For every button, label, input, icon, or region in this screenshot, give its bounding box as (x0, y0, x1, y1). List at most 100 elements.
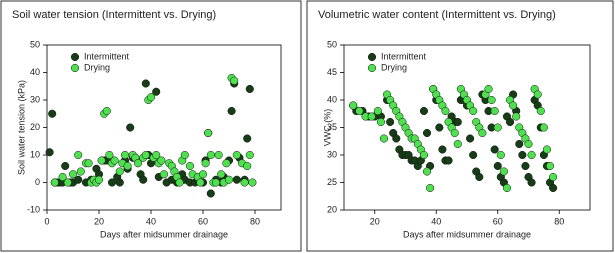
data-point (97, 156, 106, 165)
data-point (490, 106, 499, 116)
data-point (521, 161, 530, 171)
data-point (50, 178, 59, 187)
x-axis-label: Days after midsummer drainage (403, 229, 531, 239)
data-point (466, 134, 475, 143)
y-axis-label: VWC (%) (322, 109, 332, 147)
data-point (115, 178, 124, 187)
data-point (126, 123, 135, 132)
data-point (94, 175, 104, 184)
data-point (422, 167, 432, 176)
data-point (157, 156, 166, 165)
legend-marker (367, 52, 377, 62)
data-point (527, 150, 536, 160)
data-point (367, 112, 376, 121)
data-point (74, 175, 83, 184)
data-point (487, 95, 496, 105)
y-tick-label: 0 (35, 177, 40, 187)
data-point (240, 178, 249, 187)
data-point (146, 93, 156, 102)
legend-marker (70, 63, 80, 73)
data-point (214, 150, 223, 160)
data-point (201, 159, 210, 168)
data-point (48, 109, 57, 118)
legend-marker (367, 63, 377, 73)
panel-frame (0, 0, 302, 252)
data-point (102, 106, 111, 116)
y-tick-label: 50 (327, 39, 337, 49)
x-tick-label: 40 (431, 216, 441, 226)
data-point (198, 170, 208, 179)
data-point (502, 183, 512, 193)
chart-title: Volumetric water content (Intermittent v… (318, 9, 556, 21)
data-point (549, 172, 558, 182)
data-point (386, 117, 395, 127)
data-point (509, 101, 518, 110)
data-point (392, 134, 401, 143)
data-point (76, 167, 85, 176)
data-point (438, 145, 447, 154)
legend-label: Intermittent (84, 51, 130, 61)
data-point (524, 139, 533, 149)
data-point (84, 159, 93, 168)
data-point (243, 134, 252, 143)
data-point (232, 175, 241, 184)
data-point (196, 178, 205, 187)
data-point (180, 150, 189, 160)
data-point (115, 167, 124, 176)
data-point (490, 145, 499, 154)
data-point (373, 106, 382, 116)
data-point (211, 178, 221, 187)
legend-marker (70, 52, 80, 62)
x-tick-label: 20 (370, 216, 380, 226)
y-tick-label: 25 (327, 177, 337, 187)
data-point (533, 90, 542, 99)
data-point (515, 139, 524, 149)
data-point (248, 178, 257, 187)
chart-title: Soil water tension (Intermittent vs. Dry… (12, 9, 216, 21)
data-point (227, 106, 236, 116)
data-point (349, 101, 358, 110)
y-tick-label: 30 (30, 94, 40, 104)
y-tick-label: 45 (327, 67, 337, 77)
data-point (419, 150, 429, 160)
data-point (527, 178, 536, 187)
data-point (545, 161, 555, 171)
data-point (224, 175, 234, 184)
data-point (110, 156, 119, 165)
data-point (549, 183, 558, 193)
x-tick-label: 0 (44, 216, 49, 226)
data-point (133, 159, 143, 168)
data-point (139, 175, 148, 184)
y-tick-label: 35 (327, 122, 337, 132)
data-point (499, 167, 508, 176)
y-tick-label: 20 (30, 122, 40, 132)
data-point (243, 161, 252, 171)
data-point (74, 150, 83, 160)
data-point (496, 150, 505, 160)
y-tick-label: 40 (30, 67, 40, 77)
data-point (441, 106, 450, 116)
data-point (506, 117, 515, 127)
data-point (152, 150, 161, 160)
legend-label: Drying (84, 62, 110, 72)
data-point (475, 172, 484, 182)
y-axis-label: Soil water tension (kPa) (16, 80, 26, 175)
data-point (185, 161, 195, 171)
x-tick-label: 60 (493, 216, 503, 226)
x-tick-label: 40 (146, 216, 156, 226)
data-point (484, 84, 493, 94)
data-point (45, 148, 54, 157)
data-point (419, 106, 429, 116)
legend-label: Intermittent (381, 51, 427, 61)
data-point (536, 106, 545, 116)
data-point (478, 128, 487, 138)
data-point (518, 150, 527, 160)
legend-label: Drying (381, 62, 407, 72)
y-tick-label: 20 (327, 204, 337, 214)
data-point (453, 139, 462, 149)
data-point (222, 159, 231, 168)
y-tick-label: 10 (30, 149, 40, 159)
data-point (206, 150, 215, 160)
data-point (105, 150, 114, 160)
data-point (379, 134, 389, 143)
